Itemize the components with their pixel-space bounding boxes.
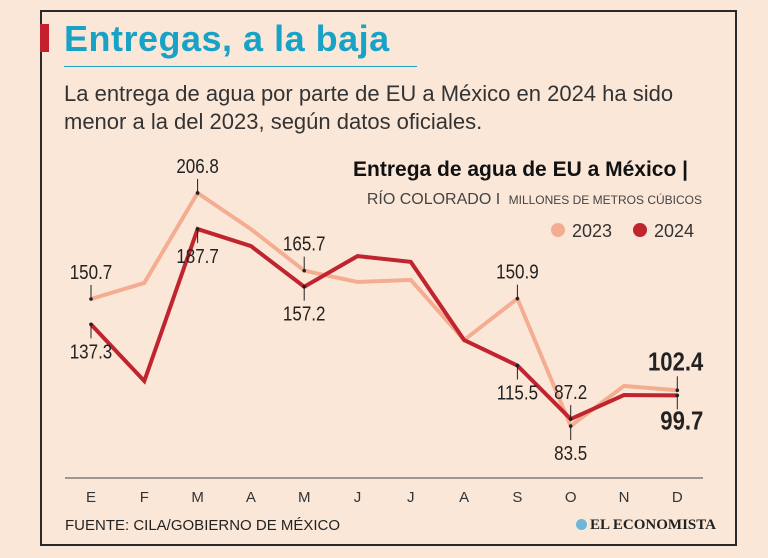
data-label-2024: 137.3 [70,340,113,363]
data-point-2024 [302,284,307,289]
data-point-2023 [302,268,307,273]
x-tick-label: M [191,489,204,506]
data-label-2023: 102.4 [648,348,704,377]
data-point-2023 [515,296,520,301]
source-note: FUENTE: CILA/GOBIERNO DE MÉXICO [65,517,341,534]
data-point-2023 [568,424,573,428]
data-point-2024 [675,393,680,398]
data-label-2024: 157.2 [283,302,326,325]
series-line-2024 [89,226,678,422]
x-tick-label: O [565,489,577,506]
data-label-2023: 206.8 [176,155,219,178]
x-tick-label: S [512,489,522,506]
chart-subtitle: RÍO COLORADO I MILLONES DE METROS CÚBICO… [367,189,702,208]
data-label-2024: 115.5 [497,381,538,404]
x-tick-label: M [298,489,311,506]
title-underline [64,66,417,67]
publisher-logo: EL ECONOMISTA [576,517,716,534]
data-label-2023: 150.7 [70,261,113,284]
data-label-2024: 99.7 [660,407,703,436]
x-tick-label: N [619,489,630,506]
logo-icon [576,519,587,530]
chart-frame [40,10,737,546]
data-point-2023 [89,297,93,301]
x-tick-label: A [246,489,256,506]
data-point-2024 [568,417,573,421]
data-label-2023: 150.9 [496,260,539,283]
x-tick-label: J [407,489,415,506]
data-point-2024 [515,363,520,368]
data-label-2023: 83.5 [554,442,587,465]
legend-marker-2023 [551,223,565,237]
series-line-2023 [90,190,678,430]
data-point-2023 [675,388,680,393]
legend-label-2023: 2023 [572,221,612,241]
x-tick-label: J [354,489,362,506]
data-point-2023 [195,191,200,195]
x-tick-label: A [459,489,469,506]
data-label-2024: 87.2 [554,381,587,404]
data-label-2023: 165.7 [283,232,326,255]
chart-title: Entrega de agua de EU a México | [353,158,688,181]
legend-marker-2024 [633,223,647,237]
page-subtitle: La entrega de agua por parte de EU a Méx… [64,81,674,134]
data-point-2024 [195,227,200,231]
title-accent-bar [40,24,49,52]
data-label-2024: 187.7 [176,245,219,268]
x-tick-label: D [672,489,683,506]
data-point-2024 [89,322,93,327]
x-tick-label: F [140,489,149,506]
page-title: Entregas, a la baja [64,18,390,59]
legend-label-2024: 2024 [654,221,694,241]
x-tick-label: E [86,489,96,506]
